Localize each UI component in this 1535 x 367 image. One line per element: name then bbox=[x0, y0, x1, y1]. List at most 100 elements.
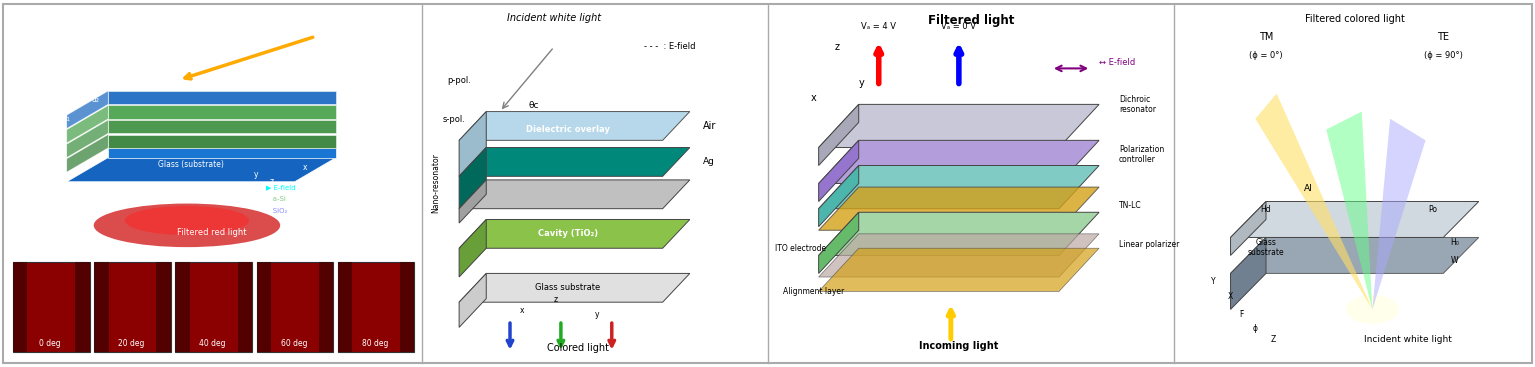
Bar bbox=[12, 262, 28, 352]
Polygon shape bbox=[459, 219, 487, 277]
Polygon shape bbox=[1256, 94, 1372, 309]
Text: Incident white light: Incident white light bbox=[1365, 335, 1452, 344]
Polygon shape bbox=[68, 91, 107, 128]
Text: ITO electrode: ITO electrode bbox=[775, 244, 826, 253]
Text: Al: Al bbox=[1305, 184, 1312, 193]
Ellipse shape bbox=[1328, 299, 1417, 342]
Polygon shape bbox=[107, 135, 336, 148]
Bar bbox=[175, 262, 252, 352]
Text: X: X bbox=[1228, 292, 1233, 301]
Bar bbox=[338, 262, 353, 352]
Text: Incoming light: Incoming light bbox=[919, 341, 999, 351]
Bar bbox=[94, 262, 170, 352]
Text: Etalon 2: Etalon 2 bbox=[344, 95, 376, 104]
Polygon shape bbox=[107, 120, 336, 133]
Text: y: y bbox=[596, 310, 599, 319]
Text: Glass
substrate: Glass substrate bbox=[1248, 238, 1285, 257]
Polygon shape bbox=[459, 180, 487, 223]
Bar bbox=[256, 262, 272, 352]
Polygon shape bbox=[818, 166, 1099, 209]
Text: TE: TE bbox=[302, 29, 312, 39]
Text: Cavity (TiO₂): Cavity (TiO₂) bbox=[537, 229, 597, 238]
Text: Po: Po bbox=[1428, 205, 1437, 214]
Text: x: x bbox=[520, 306, 525, 315]
Text: x: x bbox=[302, 163, 307, 172]
Text: SiO₂: SiO₂ bbox=[266, 208, 287, 214]
Text: θc: θc bbox=[528, 101, 539, 110]
Polygon shape bbox=[459, 148, 689, 176]
Text: 0 deg: 0 deg bbox=[40, 339, 61, 348]
Text: a-Si: a-Si bbox=[266, 196, 286, 202]
Bar bbox=[75, 262, 89, 352]
Polygon shape bbox=[818, 248, 1099, 291]
Text: Polarization
controller: Polarization controller bbox=[1119, 145, 1165, 164]
Ellipse shape bbox=[124, 206, 249, 235]
Polygon shape bbox=[818, 187, 1099, 230]
Text: Filtered colored light: Filtered colored light bbox=[1305, 14, 1405, 25]
Polygon shape bbox=[818, 104, 1099, 148]
Text: z: z bbox=[270, 177, 273, 186]
Text: H₀: H₀ bbox=[1451, 238, 1460, 247]
Text: d₂: d₂ bbox=[92, 95, 100, 104]
Text: - - -  : E-field: - - - : E-field bbox=[643, 42, 695, 51]
Polygon shape bbox=[68, 120, 107, 157]
Polygon shape bbox=[107, 91, 336, 104]
Polygon shape bbox=[107, 105, 336, 119]
Bar bbox=[319, 262, 333, 352]
Text: Colored light: Colored light bbox=[546, 342, 609, 353]
Text: Z: Z bbox=[1271, 335, 1276, 344]
Ellipse shape bbox=[1346, 295, 1398, 324]
Text: Filtered red light: Filtered red light bbox=[177, 228, 247, 237]
Polygon shape bbox=[459, 273, 487, 327]
Bar bbox=[256, 262, 333, 352]
Bar bbox=[338, 262, 414, 352]
Text: Etalon 1: Etalon 1 bbox=[344, 109, 376, 119]
Polygon shape bbox=[459, 112, 487, 176]
Polygon shape bbox=[1326, 112, 1372, 309]
Text: Filtered light: Filtered light bbox=[927, 14, 1015, 28]
Polygon shape bbox=[1372, 119, 1426, 309]
Bar bbox=[94, 262, 109, 352]
Text: Glass (substrate): Glass (substrate) bbox=[158, 160, 224, 169]
Polygon shape bbox=[459, 112, 689, 140]
Text: Vₐ = 0 V: Vₐ = 0 V bbox=[941, 22, 976, 31]
Text: Incident
white light: Incident white light bbox=[345, 41, 385, 61]
Polygon shape bbox=[818, 104, 858, 166]
Polygon shape bbox=[1231, 237, 1478, 273]
Ellipse shape bbox=[94, 204, 281, 247]
Text: TM: TM bbox=[1259, 32, 1273, 41]
Text: z: z bbox=[835, 43, 840, 52]
Polygon shape bbox=[459, 219, 689, 248]
Text: Acceptance cone: Acceptance cone bbox=[129, 15, 195, 24]
Text: Air: Air bbox=[703, 121, 717, 131]
Polygon shape bbox=[818, 234, 1099, 277]
Text: Linear polarizer: Linear polarizer bbox=[1119, 240, 1179, 249]
Text: 40 deg: 40 deg bbox=[200, 339, 226, 348]
Text: (ϕ = 90°): (ϕ = 90°) bbox=[1424, 51, 1463, 59]
Text: ↔ E-field: ↔ E-field bbox=[1099, 58, 1136, 67]
Polygon shape bbox=[68, 135, 107, 172]
Text: 20 deg: 20 deg bbox=[118, 339, 144, 348]
Text: y: y bbox=[253, 170, 258, 179]
Text: x: x bbox=[810, 93, 817, 103]
Text: TM: TM bbox=[301, 61, 313, 70]
Text: Dichroic
resonator: Dichroic resonator bbox=[1119, 95, 1156, 114]
Bar bbox=[175, 262, 190, 352]
Text: y: y bbox=[858, 79, 864, 88]
Text: p-pol.: p-pol. bbox=[447, 76, 471, 85]
Text: Etalon 3: Etalon 3 bbox=[344, 80, 376, 89]
Polygon shape bbox=[107, 148, 336, 157]
Text: (ϕ = 0°): (ϕ = 0°) bbox=[1249, 51, 1283, 59]
Polygon shape bbox=[68, 105, 107, 143]
Text: Vₐ = 4 V: Vₐ = 4 V bbox=[861, 22, 896, 31]
Text: Nano-resonator: Nano-resonator bbox=[431, 153, 441, 214]
Text: F̄: F̄ bbox=[1239, 310, 1243, 319]
Bar bbox=[401, 262, 414, 352]
Polygon shape bbox=[818, 212, 1099, 255]
Text: W: W bbox=[1451, 256, 1458, 265]
Bar bbox=[157, 262, 170, 352]
Polygon shape bbox=[818, 166, 858, 227]
Text: Y: Y bbox=[1211, 277, 1216, 286]
Text: ▶ E-field: ▶ E-field bbox=[266, 184, 295, 190]
Text: d₁: d₁ bbox=[63, 114, 71, 123]
